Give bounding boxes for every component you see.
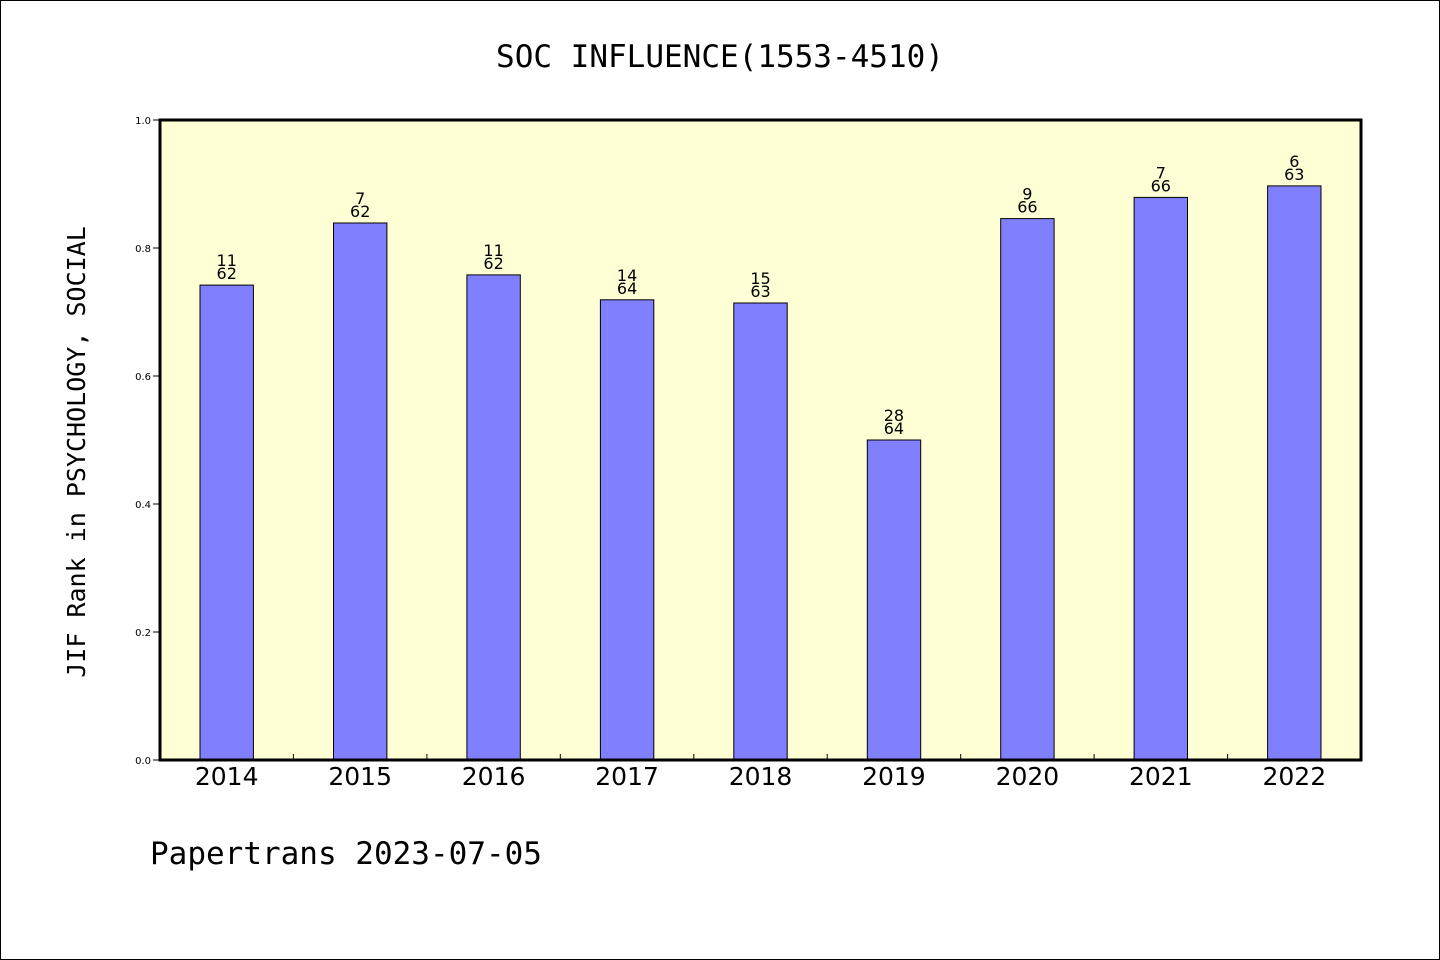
y-tick-label-0.4: 0.4 (135, 500, 151, 511)
bars-group (199, 185, 1322, 761)
bar-total-label-2017: 64 (617, 279, 637, 298)
bar-rank-label-2018: 15 (750, 269, 770, 288)
footer-text: Papertrans 2023-07-05 (150, 836, 542, 872)
bar-2017 (599, 299, 655, 761)
bar-2016 (466, 274, 521, 761)
x-tick-label-2020: 2020 (996, 762, 1060, 791)
bar-2018 (733, 302, 788, 761)
x-tick-label-2021: 2021 (1129, 762, 1193, 791)
bar-total-label-2019: 64 (884, 419, 904, 438)
bar-2019 (866, 439, 922, 761)
x-tick-label-2016: 2016 (462, 762, 526, 791)
chart-title: SOC INFLUENCE(1553-4510) (496, 39, 944, 75)
x-tick-label-2018: 2018 (729, 762, 793, 791)
bar-rank-label-2020: 9 (1022, 185, 1032, 204)
y-tick-label-0.6: 0.6 (135, 372, 151, 383)
y-tick-label-0.8: 0.8 (135, 244, 151, 255)
bar-2014 (199, 284, 254, 761)
x-tick-label-2019: 2019 (862, 762, 926, 791)
bar-rank-label-2014: 11 (217, 251, 237, 270)
bar-rank-label-2021: 7 (1156, 163, 1166, 182)
x-tick-label-2022: 2022 (1262, 762, 1326, 791)
bar-total-label-2021: 66 (1151, 176, 1171, 195)
y-axis-label: JIF Rank in PSYCHOLOGY, SOCIAL (62, 226, 91, 678)
bar-rank-label-2016: 11 (483, 241, 503, 260)
bar-rank-label-2017: 14 (617, 266, 637, 285)
x-tick-label-2015: 2015 (328, 762, 392, 791)
y-tick-label-0.2: 0.2 (135, 628, 151, 639)
bar-2021 (1133, 196, 1188, 761)
bar-total-label-2020: 66 (1017, 198, 1037, 217)
x-tick-label-2017: 2017 (595, 762, 659, 791)
bar-2015 (333, 222, 388, 761)
bar-total-label-2014: 62 (217, 264, 237, 283)
bar-total-label-2015: 62 (350, 202, 370, 221)
x-ticks-group: 2014 2015 2016 2017 2018 2019 2020 2021 2022 (195, 754, 1326, 791)
bar-total-label-2016: 62 (483, 254, 503, 273)
y-tick-label-1.0: 1.0 (135, 116, 151, 127)
bar-rank-label-2022: 6 (1289, 152, 1299, 171)
bar-total-label-2022: 63 (1284, 165, 1304, 184)
bar-rank-label-2019: 28 (884, 406, 904, 425)
bar-2020 (1000, 218, 1055, 761)
plot-border (158, 118, 1363, 762)
bar-rank-label-2015: 7 (355, 189, 365, 208)
y-ticks-group: 0.0 0.2 0.4 0.6 0.8 1.0 (135, 116, 160, 767)
bar-total-label-2018: 63 (750, 282, 770, 301)
bar-2022 (1267, 185, 1322, 761)
x-tick-label-2014: 2014 (195, 762, 259, 791)
y-tick-label-0.0: 0.0 (135, 756, 151, 767)
